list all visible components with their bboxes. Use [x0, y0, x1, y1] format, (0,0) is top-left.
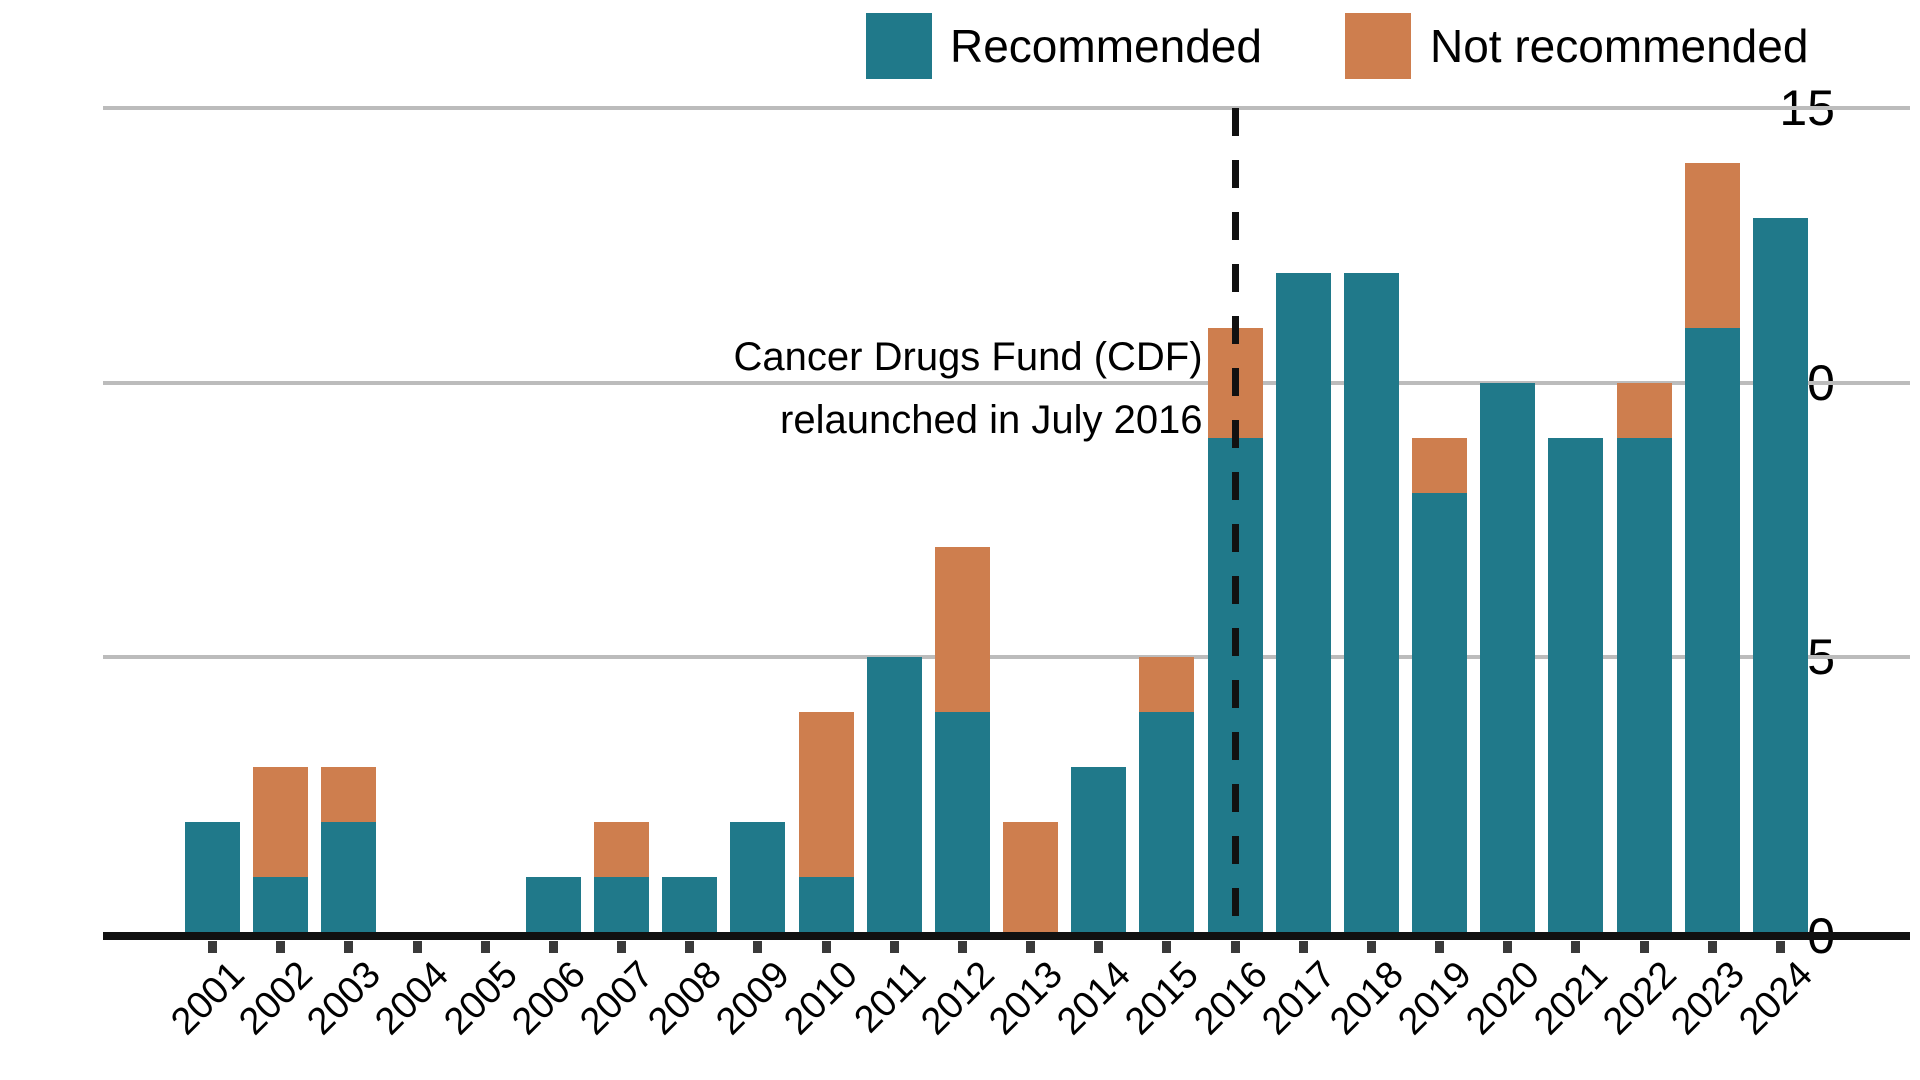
bar-recommended-2017 — [1275, 272, 1331, 932]
x-tick-label-2011: 2011 — [847, 953, 935, 1042]
x-tick-label-2008: 2008 — [640, 953, 730, 1044]
x-tick-2008 — [685, 941, 695, 953]
x-tick-2018 — [1366, 941, 1376, 953]
x-tick-label-2001: 2001 — [163, 953, 253, 1044]
bar-recommended-2021 — [1548, 437, 1604, 932]
x-tick-label-2021: 2021 — [1526, 953, 1617, 1044]
legend-swatch-recommended — [866, 13, 932, 79]
x-axis-line — [103, 932, 1910, 940]
legend-label-not-recommended: Not recommended — [1430, 20, 1809, 72]
bar-recommended-2001 — [185, 822, 240, 932]
x-tick-label-2019: 2019 — [1390, 953, 1480, 1044]
x-tick-2015 — [1162, 941, 1172, 953]
x-tick-2001 — [208, 941, 217, 953]
bar-not-recommended-2012 — [934, 547, 990, 713]
x-tick-2006 — [548, 941, 558, 953]
bar-recommended-2011 — [866, 657, 922, 932]
x-tick-2020 — [1503, 941, 1513, 953]
bar-recommended-2023 — [1684, 327, 1740, 932]
x-tick-2009 — [753, 941, 763, 953]
x-tick-label-2014: 2014 — [1049, 953, 1140, 1044]
x-tick-2014 — [1094, 941, 1104, 953]
bar-recommended-2006 — [525, 877, 581, 932]
x-tick-label-2013: 2013 — [981, 953, 1071, 1044]
bar-not-recommended-2010 — [798, 712, 854, 878]
cdf-annotation-line2: relaunched in July 2016 — [780, 398, 1203, 442]
x-tick-2012 — [957, 941, 967, 953]
legend-label-recommended: Recommended — [950, 20, 1262, 72]
x-tick-2013 — [1026, 941, 1036, 953]
x-tick-label-2007: 2007 — [572, 953, 662, 1044]
bar-not-recommended-2023 — [1684, 162, 1740, 328]
bar-recommended-2014 — [1071, 767, 1127, 932]
x-tick-label-2015: 2015 — [1117, 953, 1208, 1044]
x-tick-2002 — [276, 941, 286, 953]
x-tick-label-2024: 2024 — [1731, 953, 1821, 1044]
bar-not-recommended-2022 — [1616, 382, 1672, 438]
x-tick-label-2018: 2018 — [1322, 953, 1412, 1044]
bar-recommended-2012 — [934, 712, 990, 932]
gridline-y5 — [103, 655, 1910, 660]
bar-recommended-2019 — [1412, 492, 1468, 932]
x-tick-label-2023: 2023 — [1663, 953, 1753, 1044]
x-tick-label-2003: 2003 — [299, 953, 390, 1044]
legend-swatch-not-recommended — [1345, 13, 1411, 79]
cdf-annotation: Cancer Drugs Fund (CDF) relaunched in Ju… — [734, 326, 1203, 452]
gridline-y10 — [103, 380, 1910, 385]
x-tick-label-2020: 2020 — [1458, 953, 1549, 1044]
x-tick-2010 — [821, 941, 831, 953]
x-tick-2003 — [344, 941, 354, 953]
x-tick-label-2005: 2005 — [435, 953, 526, 1044]
x-tick-2019 — [1435, 941, 1445, 953]
bar-not-recommended-2013 — [1003, 822, 1059, 932]
bar-recommended-2015 — [1139, 712, 1195, 932]
x-tick-label-2006: 2006 — [504, 953, 594, 1044]
cdf-annotation-line1: Cancer Drugs Fund (CDF) — [733, 335, 1203, 379]
gridline-y15 — [103, 106, 1910, 110]
bar-not-recommended-2007 — [594, 822, 650, 878]
x-tick-label-2004: 2004 — [367, 953, 458, 1044]
x-tick-label-2016: 2016 — [1185, 953, 1276, 1044]
bar-recommended-2008 — [662, 877, 718, 932]
bar-recommended-2007 — [594, 877, 650, 932]
x-tick-label-2002: 2002 — [231, 953, 321, 1044]
bar-not-recommended-2002 — [253, 767, 309, 878]
x-tick-label-2009: 2009 — [708, 953, 799, 1044]
bar-recommended-2010 — [798, 877, 854, 932]
x-tick-2005 — [480, 941, 490, 953]
x-tick-label-2022: 2022 — [1594, 953, 1685, 1044]
bar-recommended-2002 — [253, 877, 309, 932]
x-tick-2017 — [1298, 941, 1308, 953]
x-tick-label-2017: 2017 — [1254, 953, 1344, 1044]
x-tick-2024 — [1775, 941, 1785, 953]
bar-recommended-2009 — [730, 822, 786, 932]
x-tick-2007 — [617, 941, 627, 953]
x-tick-2023 — [1707, 941, 1717, 953]
x-tick-2011 — [889, 941, 899, 953]
x-tick-label-2010: 2010 — [776, 953, 867, 1044]
bar-not-recommended-2019 — [1412, 437, 1468, 493]
bar-recommended-2024 — [1752, 217, 1808, 932]
x-tick-2021 — [1571, 941, 1581, 953]
bar-recommended-2003 — [321, 822, 377, 932]
bar-not-recommended-2003 — [321, 767, 377, 823]
x-tick-label-2012: 2012 — [913, 953, 1003, 1044]
x-tick-2004 — [412, 941, 422, 953]
bar-recommended-2022 — [1616, 437, 1672, 932]
x-tick-2022 — [1639, 941, 1649, 953]
cdf-reference-dashed-line — [1231, 108, 1239, 936]
bar-not-recommended-2015 — [1139, 657, 1195, 713]
bar-recommended-2020 — [1480, 382, 1536, 932]
bar-recommended-2018 — [1343, 272, 1399, 932]
x-tick-2016 — [1230, 941, 1240, 953]
